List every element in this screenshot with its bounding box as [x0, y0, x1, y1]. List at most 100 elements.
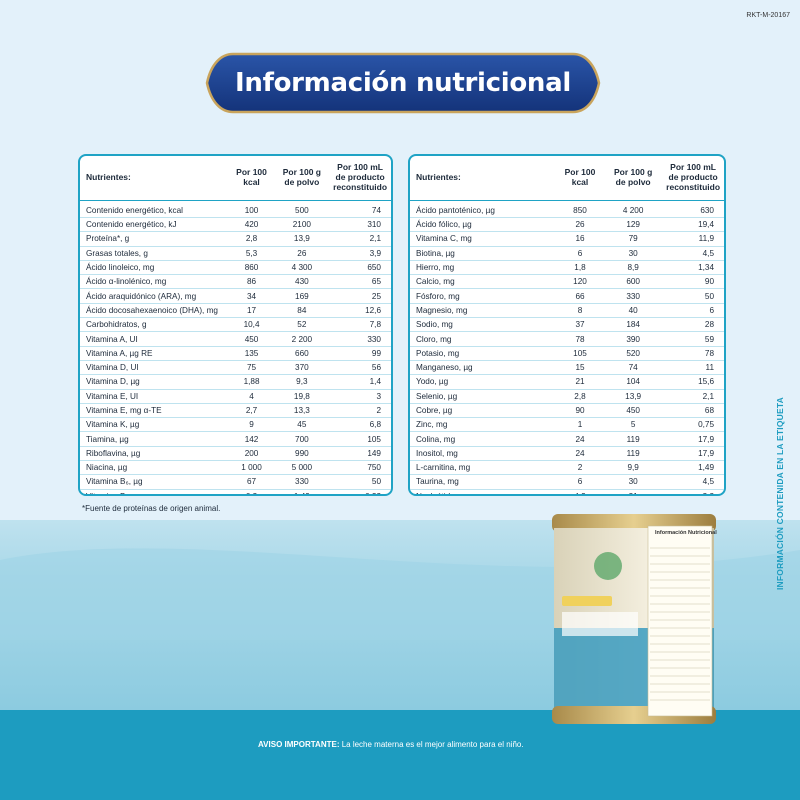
nutrient-value: 45 [274, 417, 330, 433]
column-header: Por 100 kcal [228, 156, 275, 201]
nutrient-value: 68 [662, 403, 724, 419]
nutrient-value: 40 [604, 303, 663, 319]
nutrient-value: 135 [228, 346, 275, 361]
nutrient-value: 0,22 [329, 489, 391, 494]
table-row: Vitamina B₁₂, µg0,31,490,22 [80, 489, 391, 494]
table-row: Sodio, mg 37 184 28 [410, 317, 724, 333]
nutrient-value: 2,1 [662, 389, 724, 404]
reference-code: RKT-M-20167 [746, 12, 790, 19]
nutrient-value: 142 [228, 431, 275, 447]
nutrient-name: Taurina, mg [410, 474, 556, 490]
nutrient-value: 4,5 [662, 474, 724, 490]
nutrient-value: 9,9 [604, 460, 663, 476]
nutrient-value: 50 [329, 474, 391, 490]
table-row: L-carnitina, mg 2 9,9 1,49 [410, 460, 724, 476]
table-row: Vitamina C, mg 16 79 11,9 [410, 231, 724, 247]
nutrient-value: 24 [555, 431, 605, 447]
nutrient-value: 74 [604, 360, 663, 376]
column-header: Por 100 mL de producto reconstituido [662, 156, 724, 201]
nutrient-value: 1 000 [228, 460, 275, 476]
nutrient-name: Hierro, mg [410, 260, 556, 276]
table-row: Contenido energético, kJ 420 2100 310 [80, 217, 391, 233]
table-row: Biotina, µg 6 30 4,5 [410, 246, 724, 261]
title-banner: Información nutricional [203, 50, 603, 116]
table-row: Fósforo, mg 66 330 50 [410, 288, 724, 304]
column-header: Por 100 g de polvo [604, 156, 663, 201]
nutrient-value: 420 [228, 217, 275, 233]
nutrient-name: Zinc, mg [410, 417, 556, 433]
nutrient-name: Contenido energético, kcal [80, 200, 229, 218]
nutrient-name: Ácido pantoténico, µg [410, 200, 556, 218]
product-can-image: Información Nutricional [548, 508, 720, 730]
nutrient-value: 450 [604, 403, 663, 419]
nutrient-value: 520 [604, 346, 663, 361]
table-row: Colina, mg 24 119 17,9 [410, 431, 724, 447]
nutrient-value: 200 [228, 446, 275, 462]
nutrient-value: 6,8 [329, 417, 391, 433]
nutrient-value: 1,4 [329, 374, 391, 390]
nutrient-name: Vitamina A, µg RE [80, 346, 229, 361]
table-row: Hierro, mg 1,8 8,9 1,34 [410, 260, 724, 276]
nutrient-value: 104 [604, 374, 663, 390]
nutrient-value: 66 [555, 288, 605, 304]
notice-label: AVISO IMPORTANTE: [258, 740, 340, 749]
nutrient-value: 1,49 [662, 460, 724, 476]
notice-text: La leche materna es el mejor alimento pa… [339, 740, 524, 749]
nutrient-value: 24 [555, 446, 605, 462]
nutrient-name: Ácido docosahexaenoico (DHA), mg [80, 303, 229, 319]
nutrient-name: Vitamina E, mg α-TE [80, 403, 229, 419]
nutrient-value: 28 [662, 317, 724, 333]
nutrient-value: 74 [329, 200, 391, 218]
nutrient-name: L-carnitina, mg [410, 460, 556, 476]
nutrient-name: Ácido linoleico, mg [80, 260, 229, 276]
nutrient-value: 90 [555, 403, 605, 419]
nutrient-value: 2,1 [329, 231, 391, 247]
nutrient-value: 1 [555, 417, 605, 433]
nutrient-value: 119 [604, 446, 663, 462]
nutrient-value: 120 [555, 274, 605, 290]
nutrient-value: 430 [274, 274, 330, 290]
nutrient-value: 600 [604, 274, 663, 290]
nutrient-value: 3 [329, 389, 391, 404]
nutrient-value: 750 [329, 460, 391, 476]
column-header: Nutrientes: [80, 156, 229, 201]
table-row: Taurina, mg 6 30 4,5 [410, 474, 724, 490]
nutrient-value: 17,9 [662, 431, 724, 447]
nutrient-value: 9,3 [274, 374, 330, 390]
nutrient-value: 13,9 [604, 389, 663, 404]
table-row: Selenio, µg 2,8 13,9 2,1 [410, 389, 724, 404]
nutrient-value: 37 [555, 317, 605, 333]
table-row: Tiamina, µg 142 700 105 [80, 431, 391, 447]
nutrient-value: 630 [662, 200, 724, 218]
table-row: Contenido energético, kcal 100 500 74 [80, 200, 391, 218]
nutrient-value: 30 [604, 474, 663, 490]
nutrient-name: Carbohidratos, g [80, 317, 229, 333]
nutrient-name: Riboflavina, µg [80, 446, 229, 462]
table-header-row: Nutrientes: Por 100 kcal Por 100 g de po… [80, 156, 391, 201]
column-header: Por 100 kcal [555, 156, 605, 201]
table-row: Cobre, µg 90 450 68 [410, 403, 724, 419]
table-row: Manganeso, µg 15 74 11 [410, 360, 724, 376]
side-label: INFORMACIÓN CONTENIDA EN LA ETIQUETA [775, 397, 785, 590]
nutrient-value: 78 [662, 346, 724, 361]
nutrient-value: 17 [228, 303, 275, 319]
footnote: *Fuente de proteínas de origen animal. [82, 504, 221, 513]
nutrient-value: 3,9 [329, 246, 391, 261]
nutrient-name: Fósforo, mg [410, 288, 556, 304]
table-row: Ácido fólico, µg 26 129 19,4 [410, 217, 724, 233]
nutrient-value: 78 [555, 331, 605, 347]
table-row: Magnesio, mg 8 40 6 [410, 303, 724, 319]
nutrient-value: 2,7 [228, 403, 275, 419]
banner-shape [205, 52, 601, 114]
table-row: Vitamina E, mg α-TE 2,7 13,3 2 [80, 403, 391, 419]
important-notice: AVISO IMPORTANTE: La leche materna es el… [258, 740, 524, 749]
table-row: Cloro, mg 78 390 59 [410, 331, 724, 347]
table-row: Inositol, mg 24 119 17,9 [410, 446, 724, 462]
nutrient-value: 16 [555, 231, 605, 247]
nutrient-value: 30 [604, 246, 663, 261]
nutrient-value: 8 [555, 303, 605, 319]
nutrient-value: 5 000 [274, 460, 330, 476]
nutrient-value: 9 [228, 417, 275, 433]
table-header-row: Nutrientes: Por 100 kcal Por 100 g de po… [410, 156, 724, 201]
nutrient-value: 34 [228, 288, 275, 304]
